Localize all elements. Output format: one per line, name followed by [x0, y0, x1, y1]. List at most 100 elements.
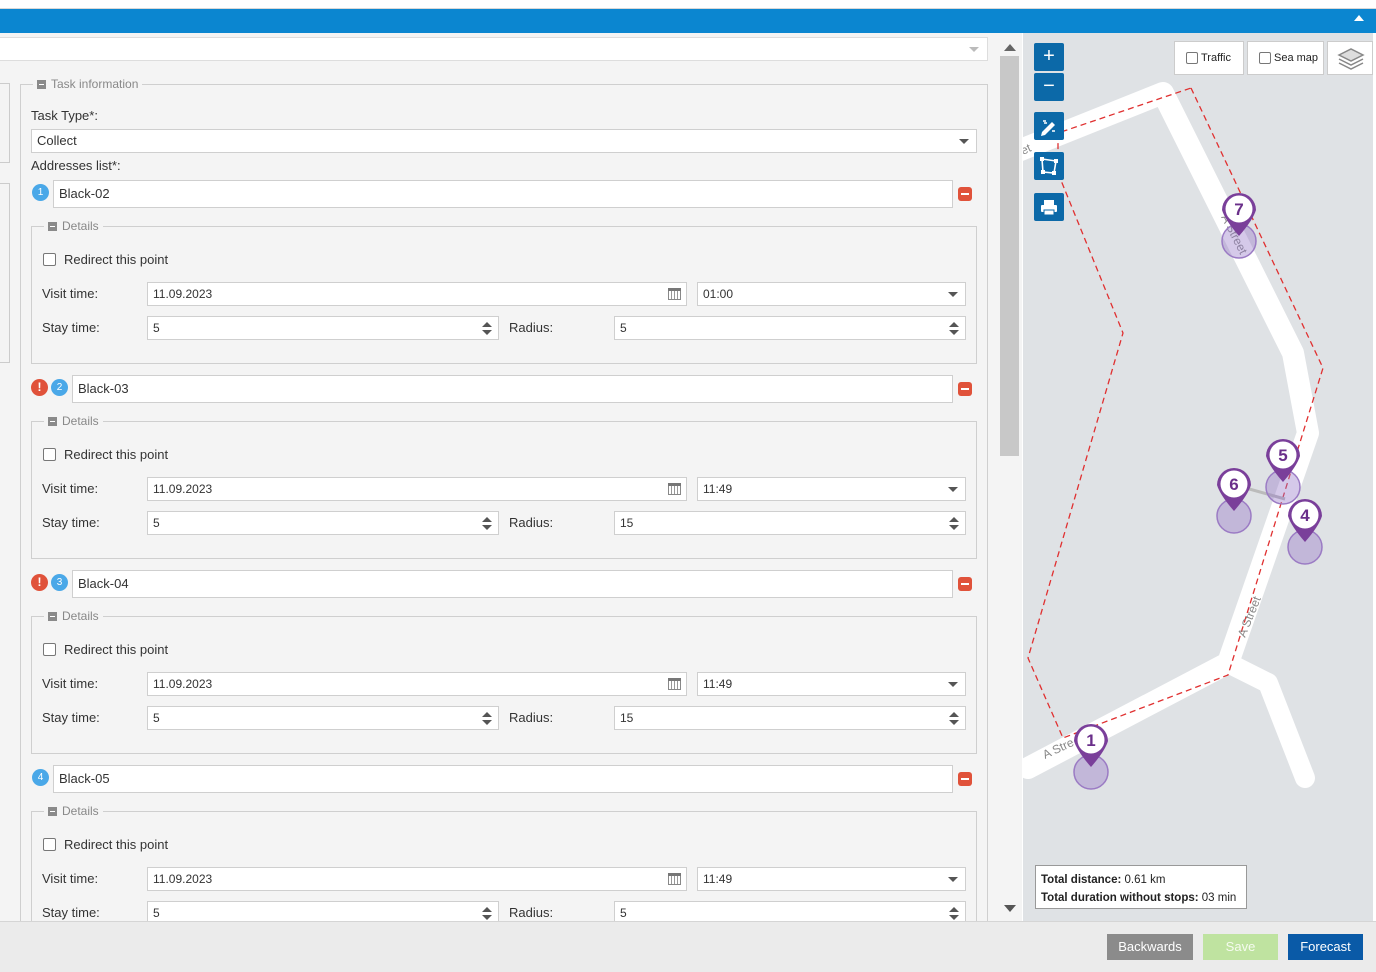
stay-time-stepper[interactable]: 5 — [147, 706, 499, 730]
traffic-label: Traffic — [1201, 52, 1231, 64]
radius-stepper[interactable]: 15 — [614, 706, 966, 730]
zoom-out-button[interactable]: − — [1034, 73, 1064, 101]
stepper-arrows-icon[interactable] — [949, 712, 959, 726]
visit-date-input[interactable]: 11.09.2023 — [147, 477, 687, 501]
warning-icon: ! — [31, 379, 48, 396]
address-input[interactable]: Black-02 — [53, 180, 953, 208]
stepper-arrows-icon[interactable] — [949, 517, 959, 531]
map-marker[interactable]: 1 — [1073, 724, 1109, 790]
visit-time-select[interactable]: 01:00 — [697, 282, 966, 306]
map-marker[interactable]: 7 — [1221, 193, 1257, 259]
map-marker-label: 7 — [1234, 200, 1243, 219]
stepper-arrows-icon[interactable] — [482, 712, 492, 726]
redirect-checkbox[interactable] — [43, 643, 56, 656]
traffic-toggle[interactable]: Traffic — [1174, 41, 1244, 75]
save-button[interactable]: Save — [1203, 934, 1278, 960]
print-icon — [1041, 200, 1057, 216]
scroll-thumb[interactable] — [1000, 56, 1019, 456]
visit-time-label: Visit time: — [42, 676, 99, 691]
sea-map-checkbox[interactable] — [1259, 52, 1271, 64]
visit-time-select[interactable]: 11:49 — [697, 477, 966, 501]
address-input[interactable]: Black-05 — [53, 765, 953, 793]
visit-time-select[interactable]: 11:49 — [697, 672, 966, 696]
details-legend[interactable]: Details — [44, 804, 103, 818]
stay-time-label: Stay time: — [42, 320, 100, 335]
calendar-icon[interactable] — [668, 873, 681, 885]
stepper-arrows-icon[interactable] — [482, 322, 492, 336]
calendar-icon[interactable] — [668, 288, 681, 300]
collapse-minus-icon[interactable] — [37, 80, 46, 89]
left-panel-edge — [0, 183, 10, 363]
collapse-minus-icon[interactable] — [48, 417, 57, 426]
remove-address-button[interactable] — [958, 382, 972, 396]
stay-time-stepper[interactable]: 5 — [147, 901, 499, 921]
remove-address-button[interactable] — [958, 187, 972, 201]
address-input[interactable]: Black-03 — [72, 375, 953, 403]
visit-date-input[interactable]: 11.09.2023 — [147, 672, 687, 696]
task-information-fieldset: Task information — [20, 77, 988, 921]
stay-time-stepper[interactable]: 5 — [147, 511, 499, 535]
remove-address-button[interactable] — [958, 577, 972, 591]
stepper-arrows-icon[interactable] — [949, 907, 959, 921]
details-legend[interactable]: Details — [44, 609, 103, 623]
collapse-minus-icon[interactable] — [48, 222, 57, 231]
radius-stepper[interactable]: 5 — [614, 901, 966, 921]
scroll-up-icon[interactable] — [1004, 44, 1016, 51]
remove-address-button[interactable] — [958, 772, 972, 786]
stay-time-stepper[interactable]: 5 — [147, 316, 499, 340]
redirect-checkbox[interactable] — [43, 448, 56, 461]
address-number-badge: 3 — [51, 574, 68, 591]
address-number-badge: 2 — [51, 379, 68, 396]
stay-time-label: Stay time: — [42, 710, 100, 725]
layers-button[interactable] — [1327, 41, 1373, 75]
layers-icon — [1337, 48, 1365, 70]
footer-bar: Backwards Save Forecast — [0, 921, 1376, 972]
redirect-label: Redirect this point — [64, 252, 169, 267]
map-marker-label: 5 — [1278, 446, 1287, 465]
zoom-in-button[interactable]: + — [1034, 43, 1064, 71]
polygon-tool-button[interactable] — [1034, 152, 1064, 180]
radius-stepper[interactable]: 5 — [614, 316, 966, 340]
collapse-minus-icon[interactable] — [48, 807, 57, 816]
redirect-checkbox[interactable] — [43, 838, 56, 851]
details-legend[interactable]: Details — [44, 414, 103, 428]
visit-date-input[interactable]: 11.09.2023 — [147, 282, 687, 306]
traffic-checkbox[interactable] — [1186, 52, 1198, 64]
details-legend[interactable]: Details — [44, 219, 103, 233]
radius-stepper[interactable]: 15 — [614, 511, 966, 535]
visit-time-select[interactable]: 11:49 — [697, 867, 966, 891]
visit-time-label: Visit time: — [42, 871, 99, 886]
visit-time-label: Visit time: — [42, 481, 99, 496]
address-input[interactable]: Black-04 — [72, 570, 953, 598]
radius-label: Radius: — [509, 710, 554, 725]
collapse-minus-icon[interactable] — [48, 612, 57, 621]
redirect-checkbox[interactable] — [43, 253, 56, 266]
stepper-arrows-icon[interactable] — [949, 322, 959, 336]
radius-label: Radius: — [509, 515, 554, 530]
stepper-arrows-icon[interactable] — [482, 907, 492, 921]
details-fieldset: Details — [31, 804, 977, 921]
visit-date-input[interactable]: 11.09.2023 — [147, 867, 687, 891]
calendar-icon[interactable] — [668, 678, 681, 690]
calendar-icon[interactable] — [668, 483, 681, 495]
map-marker[interactable]: 4 — [1287, 499, 1323, 565]
map-marker-label: 1 — [1086, 731, 1095, 750]
panel-title-bar — [0, 9, 1376, 33]
collapse-icon[interactable] — [1354, 15, 1364, 21]
draw-tool-button[interactable] — [1034, 112, 1064, 140]
scroll-down-icon[interactable] — [1004, 905, 1016, 912]
print-button[interactable] — [1034, 193, 1064, 221]
top-strip — [0, 0, 1376, 9]
stepper-arrows-icon[interactable] — [482, 517, 492, 531]
backwards-button[interactable]: Backwards — [1107, 934, 1193, 960]
top-select[interactable] — [0, 37, 988, 61]
task-information-legend[interactable]: Task information — [33, 77, 142, 91]
map-marker[interactable]: 6 — [1216, 468, 1252, 534]
vertical-scrollbar[interactable] — [998, 40, 1022, 920]
forecast-button[interactable]: Forecast — [1288, 934, 1363, 960]
map-marker[interactable]: 5 — [1265, 438, 1301, 505]
task-type-select[interactable]: Collect — [31, 129, 977, 153]
sea-map-toggle[interactable]: Sea map — [1247, 41, 1324, 75]
